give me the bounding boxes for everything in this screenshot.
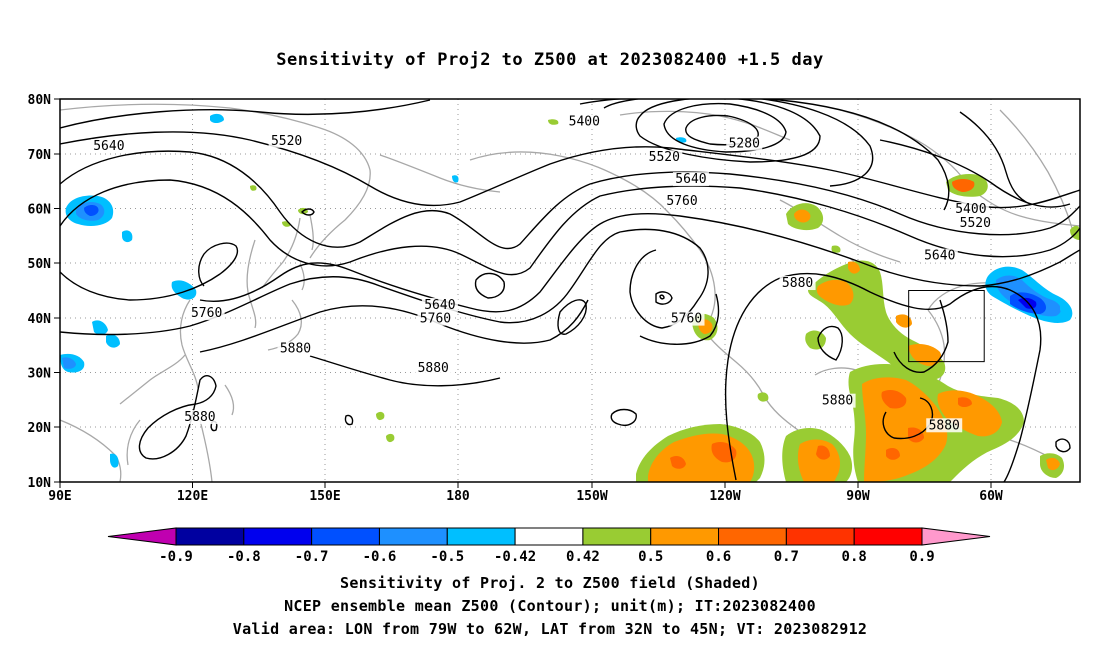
colorbar-label: -0.6	[363, 549, 397, 565]
contour-label: 5640	[93, 139, 124, 154]
colorbar-swatch	[718, 527, 787, 546]
colorbar-label: -0.5	[430, 549, 464, 565]
colorbar-swatch	[514, 527, 584, 546]
lon-label: 150E	[309, 489, 340, 504]
contour-label-bg	[90, 139, 127, 154]
lon-label: 90E	[48, 489, 71, 504]
colorbar-label: -0.8	[227, 549, 261, 565]
contour-label-bg	[672, 172, 709, 187]
colorbar-swatch	[853, 527, 923, 546]
lat-label: 60N	[28, 203, 52, 218]
contour-label: 5400	[955, 202, 986, 217]
contour-label: 5880	[184, 410, 215, 425]
contour-label: 5640	[675, 172, 706, 187]
contour-label-bg	[926, 418, 963, 433]
contour-labels: 5400528055205520564056405760540055205640…	[90, 114, 994, 433]
map-border	[59, 98, 1081, 483]
lat-label: 70N	[28, 148, 52, 163]
contour-label-bg	[726, 136, 763, 151]
contour-label-bg	[417, 311, 454, 326]
contour-label-bg	[181, 410, 218, 425]
lat-label: 40N	[28, 312, 52, 327]
contour-label-bg	[421, 297, 458, 312]
lat-label: 10N	[28, 476, 52, 491]
contour-label: 5280	[729, 137, 760, 152]
lon-label: 90W	[846, 489, 870, 504]
longitude-labels: 90E 120E 150E 180 150W 120W 90W 60W	[48, 489, 1003, 504]
lon-label: 120E	[177, 489, 208, 504]
contour-label-bg	[277, 341, 314, 356]
colorbar-label: -0.9	[159, 549, 193, 565]
contour-label-bg	[664, 193, 701, 208]
colorbar-label: 0.42	[566, 549, 600, 565]
contour-label-bg	[819, 393, 856, 408]
contour-label-bg	[415, 360, 452, 375]
lon-label: 150W	[576, 489, 607, 504]
contour-label: 5760	[420, 312, 451, 327]
colorbar-swatch	[446, 527, 516, 546]
positive-sensitivity-shading	[250, 119, 1080, 482]
colorbar-label: -0.7	[295, 549, 329, 565]
colorbar-swatch	[582, 527, 652, 546]
colorbar-label: 0.8	[842, 549, 867, 565]
contour-label-bg	[646, 150, 683, 165]
tick-marks	[54, 98, 992, 488]
colorbar-swatch	[785, 527, 855, 546]
colorbar-label: 0.7	[774, 549, 799, 565]
latitude-labels: 80N 70N 60N 50N 40N 30N 20N 10N	[28, 93, 52, 491]
contour-label: 5520	[271, 134, 302, 149]
lon-label: 120W	[709, 489, 740, 504]
caption-valid-area: Valid area: LON from 79W to 62W, LAT fro…	[232, 620, 868, 638]
contour-label-bg	[921, 248, 958, 263]
lat-label: 50N	[28, 257, 52, 272]
caption-contour: NCEP ensemble mean Z500 (Contour); unit(…	[284, 597, 816, 615]
contour-label-bg	[268, 133, 305, 148]
contour-label: 5400	[569, 115, 600, 130]
contour-label-bg	[566, 114, 603, 129]
lon-label: 60W	[979, 489, 1003, 504]
lat-label: 20N	[28, 421, 52, 436]
contour-label: 5520	[649, 150, 680, 165]
contour-label: 5760	[191, 306, 222, 321]
colorbar-label: 0.5	[638, 549, 663, 565]
contour-label: 5640	[924, 249, 955, 264]
contour-label-bg	[952, 202, 989, 217]
contour-label: 5520	[960, 216, 991, 231]
colorbar-low-arrow	[107, 527, 177, 546]
colorbar-swatch	[175, 527, 245, 546]
contour-label: 5760	[671, 312, 702, 327]
colorbar-label: -0.42	[494, 549, 536, 565]
contour-label: 5880	[280, 342, 311, 357]
colorbar-swatch	[311, 527, 380, 546]
contour-label: 5880	[822, 394, 853, 409]
contour-label: 5640	[424, 298, 455, 313]
colorbar-high-arrow	[921, 527, 991, 546]
contour-label-bg	[668, 311, 705, 326]
contour-label: 5880	[782, 276, 813, 291]
colorbar-swatch	[650, 527, 720, 546]
lat-label: 80N	[28, 93, 52, 108]
colorbar-swatch	[378, 527, 448, 546]
colorbar: -0.9 -0.8 -0.7 -0.6 -0.5 -0.42 0.42 0.5 0.6 0.7 0.…	[107, 527, 991, 565]
lat-label: 30N	[28, 367, 52, 382]
lon-label: 180	[446, 489, 470, 504]
colorbar-swatch	[243, 527, 313, 546]
contour-label-bg	[779, 276, 816, 291]
contour-label: 5760	[666, 194, 697, 209]
page-title: Sensitivity of Proj2 to Z500 at 20230824…	[276, 50, 824, 70]
contour-label-bg	[957, 215, 994, 230]
valid-area-box	[908, 290, 985, 363]
caption-shading: Sensitivity of Proj. 2 to Z500 field (Sh…	[340, 574, 760, 592]
colorbar-label: 0.6	[706, 549, 731, 565]
contour-label: 5880	[929, 418, 960, 433]
contour-label-bg	[188, 306, 225, 321]
contour-label: 5880	[418, 361, 449, 376]
negative-sensitivity-shading	[60, 113, 1073, 468]
colorbar-label: 0.9	[909, 549, 934, 565]
